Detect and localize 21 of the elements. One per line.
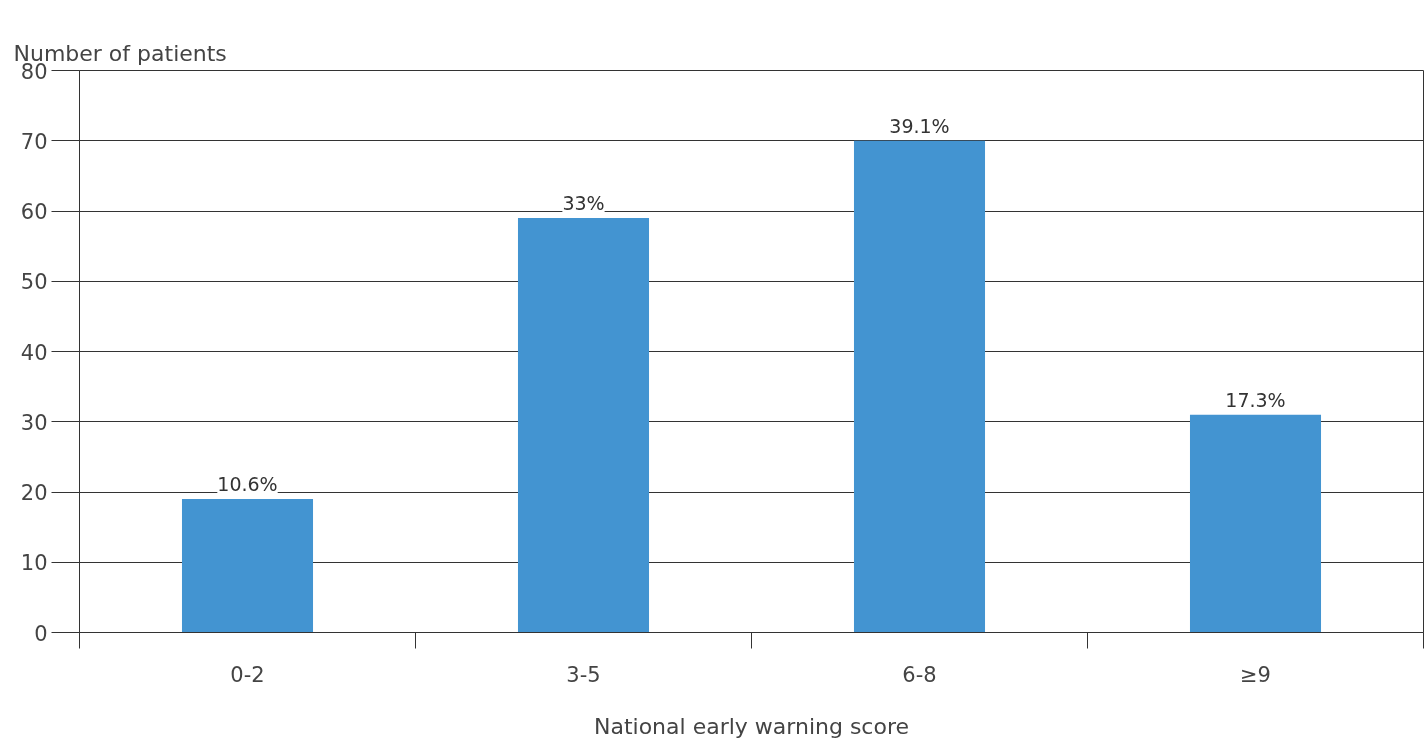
x-tick-label: ≥9 [1240, 662, 1271, 687]
y-tick-label: 70 [20, 129, 48, 154]
x-axis-title: National early warning score [593, 713, 910, 739]
annotation: 10.6% [217, 473, 278, 496]
bar [853, 140, 986, 633]
y-tick-label: 40 [20, 340, 48, 365]
y-tick-label: 10 [20, 551, 48, 576]
annotation: 33% [562, 192, 605, 215]
y-tick-label: 30 [20, 410, 48, 435]
y-tick-label: 20 [20, 481, 48, 505]
bar [517, 218, 650, 633]
bar [1189, 414, 1322, 633]
annotation: 39.1% [889, 114, 950, 137]
x-tick-label: 3-5 [566, 662, 601, 687]
x-tick-label: 0-2 [230, 662, 265, 687]
y-tick-label: 0 [34, 621, 48, 646]
bar [181, 499, 314, 633]
annotation: 17.3% [1225, 388, 1286, 411]
x-tick-label: 6-8 [902, 662, 937, 687]
y-tick-label: 50 [20, 270, 48, 295]
y-tick-label: 60 [20, 200, 48, 224]
